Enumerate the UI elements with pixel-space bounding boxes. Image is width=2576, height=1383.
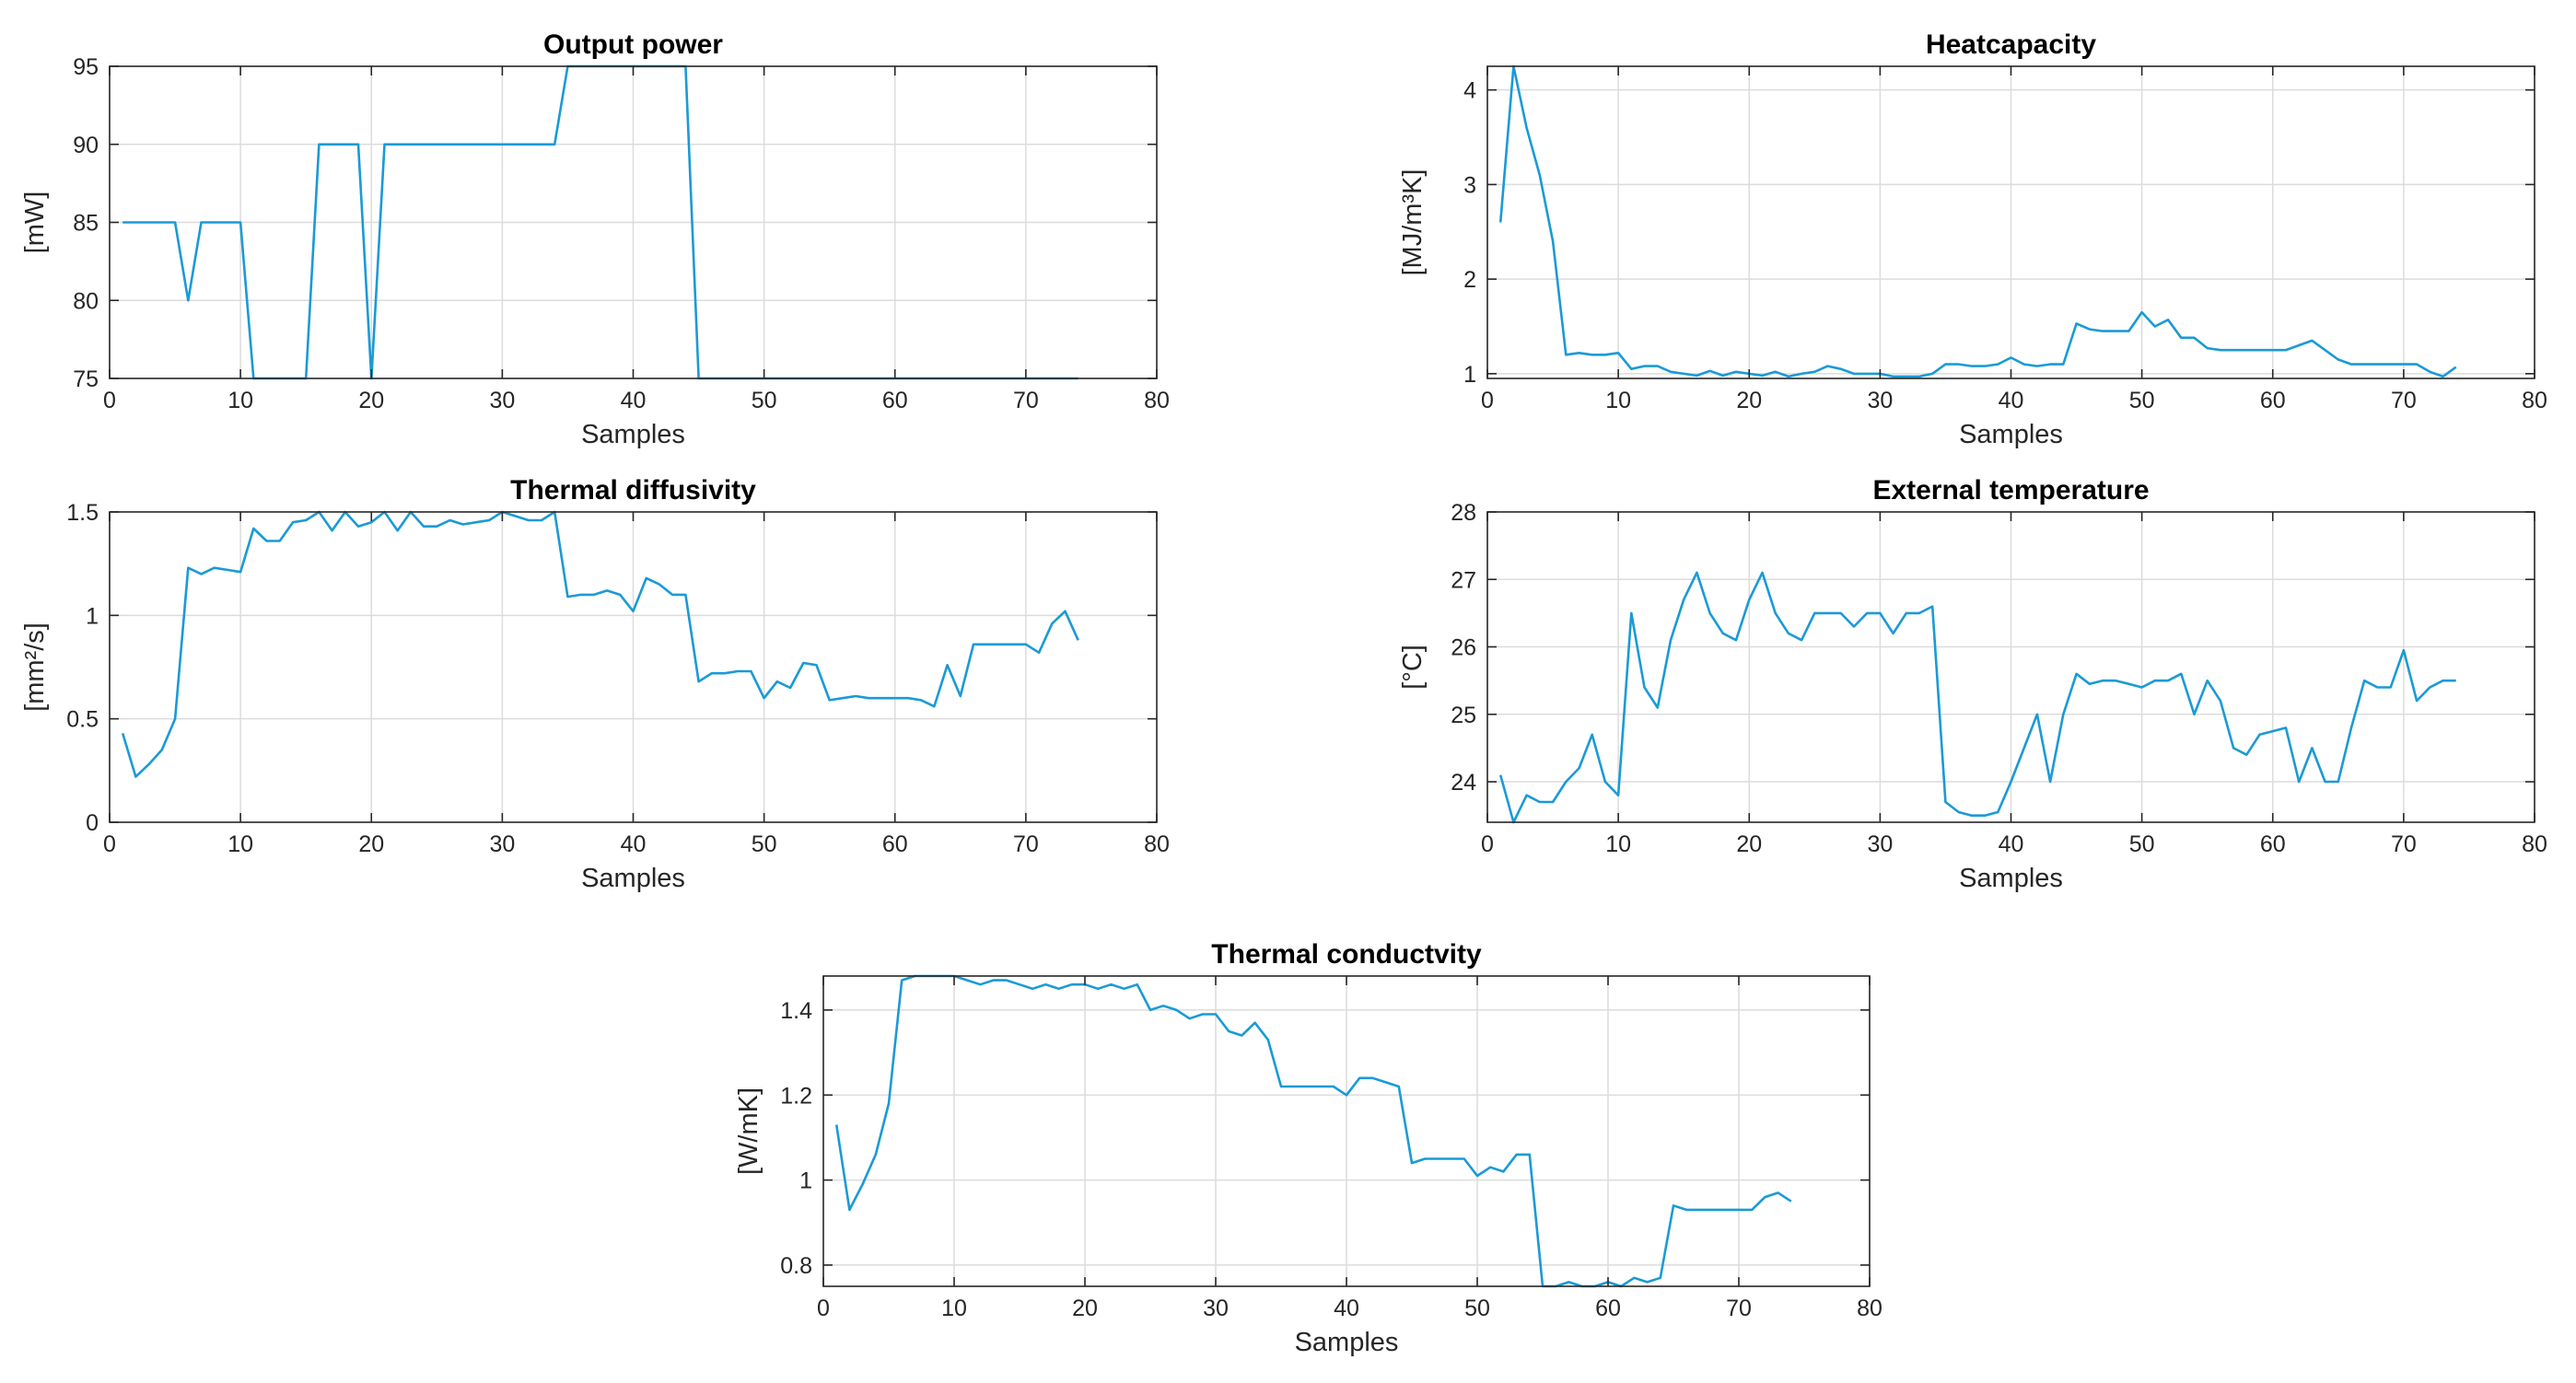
y-tick-label: 75	[73, 366, 99, 392]
y-tick-label: 24	[1451, 770, 1476, 796]
y-axis-label: [mW]	[20, 192, 50, 254]
y-tick-label: 28	[1451, 500, 1476, 526]
y-tick-label: 1	[86, 603, 99, 629]
x-tick-label: 30	[1867, 831, 1893, 857]
x-tick-label: 50	[752, 388, 777, 413]
chart-title: Output power	[543, 29, 723, 60]
chart-title: Thermal diffusivity	[510, 475, 756, 506]
x-tick-label: 50	[2129, 388, 2155, 413]
y-tick-label: 2	[1463, 267, 1476, 293]
x-tick-label: 50	[1464, 1296, 1490, 1321]
x-tick-label: 0	[817, 1296, 830, 1321]
y-tick-label: 25	[1451, 703, 1476, 728]
y-tick-label: 90	[73, 133, 99, 158]
y-tick-label: 1	[799, 1168, 812, 1194]
x-tick-label: 80	[2522, 831, 2547, 857]
x-tick-label: 30	[489, 388, 515, 413]
x-tick-label: 80	[1144, 831, 1170, 857]
x-axis-label: Samples	[1959, 420, 2063, 449]
y-tick-label: 0.8	[780, 1253, 812, 1279]
y-tick-label: 1	[1463, 362, 1476, 388]
x-tick-label: 40	[1999, 388, 2024, 413]
thermal-conductivity-subplot: 0 10 20 30 40 50 60 70 80 0.8 1 1.2 1.4 Thermal condu…	[734, 939, 1882, 1357]
y-tick-label: 1.4	[780, 998, 812, 1024]
x-tick-label: 0	[1481, 388, 1494, 413]
x-tick-label: 30	[489, 831, 515, 857]
x-tick-label: 10	[941, 1296, 967, 1321]
x-axis-label: Samples	[581, 864, 685, 893]
y-axis-label: [W/mK]	[734, 1087, 763, 1175]
chart-title: Heatcapacity	[1926, 29, 2096, 60]
y-axis-label: [MJ/m³K]	[1398, 169, 1428, 276]
x-axis-label: Samples	[1959, 864, 2063, 893]
y-tick-label: 0.5	[66, 707, 99, 733]
x-tick-label: 30	[1203, 1296, 1229, 1321]
series-line	[834, 974, 1792, 1288]
output-power-subplot: 0 10 20 30 40 50 60 70 80 75 80 85 90 95 Output power S…	[20, 29, 1170, 449]
x-tick-label: 80	[1857, 1296, 1882, 1321]
x-tick-label: 50	[752, 831, 777, 857]
x-tick-label: 0	[1481, 831, 1494, 857]
x-tick-label: 30	[1867, 388, 1893, 413]
x-tick-label: 0	[103, 831, 116, 857]
x-tick-label: 70	[2391, 831, 2417, 857]
x-tick-label: 80	[1144, 388, 1170, 413]
y-axis-label: [°C]	[1398, 645, 1428, 690]
y-tick-label: 1.2	[780, 1083, 812, 1109]
chart-title: Thermal conductvity	[1211, 939, 1482, 970]
x-tick-label: 60	[882, 388, 908, 413]
y-tick-label: 27	[1451, 567, 1476, 593]
x-tick-label: 20	[358, 831, 384, 857]
x-tick-label: 40	[1334, 1296, 1359, 1321]
x-tick-label: 50	[2129, 831, 2155, 857]
chart-title: External temperature	[1872, 475, 2149, 506]
x-tick-label: 10	[227, 831, 253, 857]
x-tick-label: 20	[1736, 388, 1762, 413]
x-tick-label: 20	[1736, 831, 1762, 857]
external-temperature-subplot: 0 10 20 30 40 50 60 70 80 24 25 26 27 28 External temp…	[1398, 475, 2547, 893]
series-line	[1498, 64, 2457, 378]
heatcapacity-subplot: 0 10 20 30 40 50 60 70 80 1 2 3 4 Heatcapacity Samples…	[1398, 29, 2547, 449]
x-tick-label: 80	[2522, 388, 2547, 413]
y-tick-label: 0	[86, 810, 99, 836]
y-axis-label: [mm²/s]	[20, 622, 50, 712]
y-tick-label: 4	[1463, 78, 1476, 104]
thermal-diffusivity-subplot: 0 10 20 30 40 50 60 70 80 0 0.5 1 1.5 Thermal diffusi…	[20, 475, 1170, 893]
x-tick-label: 10	[1605, 831, 1631, 857]
y-tick-label: 85	[73, 211, 99, 237]
x-tick-label: 40	[1999, 831, 2024, 857]
x-tick-label: 10	[1605, 388, 1631, 413]
x-tick-label: 20	[358, 388, 384, 413]
x-tick-label: 20	[1072, 1296, 1098, 1321]
x-tick-label: 70	[1013, 831, 1039, 857]
y-tick-label: 95	[73, 54, 99, 80]
x-tick-label: 40	[621, 388, 647, 413]
x-tick-label: 0	[103, 388, 116, 413]
x-tick-label: 60	[2260, 831, 2286, 857]
x-axis-label: Samples	[1295, 1328, 1399, 1357]
x-tick-label: 70	[1013, 388, 1039, 413]
x-tick-label: 70	[1726, 1296, 1752, 1321]
y-tick-label: 80	[73, 288, 99, 314]
x-tick-label: 70	[2391, 388, 2417, 413]
series-line	[121, 510, 1079, 778]
y-tick-label: 26	[1451, 635, 1476, 661]
y-tick-label: 1.5	[66, 500, 99, 526]
y-tick-label: 3	[1463, 172, 1476, 198]
x-axis-label: Samples	[581, 420, 685, 449]
x-tick-label: 60	[2260, 388, 2286, 413]
x-tick-label: 60	[1595, 1296, 1621, 1321]
x-tick-label: 60	[882, 831, 908, 857]
series-line	[1498, 571, 2456, 824]
x-tick-label: 10	[227, 388, 253, 413]
x-tick-label: 40	[621, 831, 647, 857]
